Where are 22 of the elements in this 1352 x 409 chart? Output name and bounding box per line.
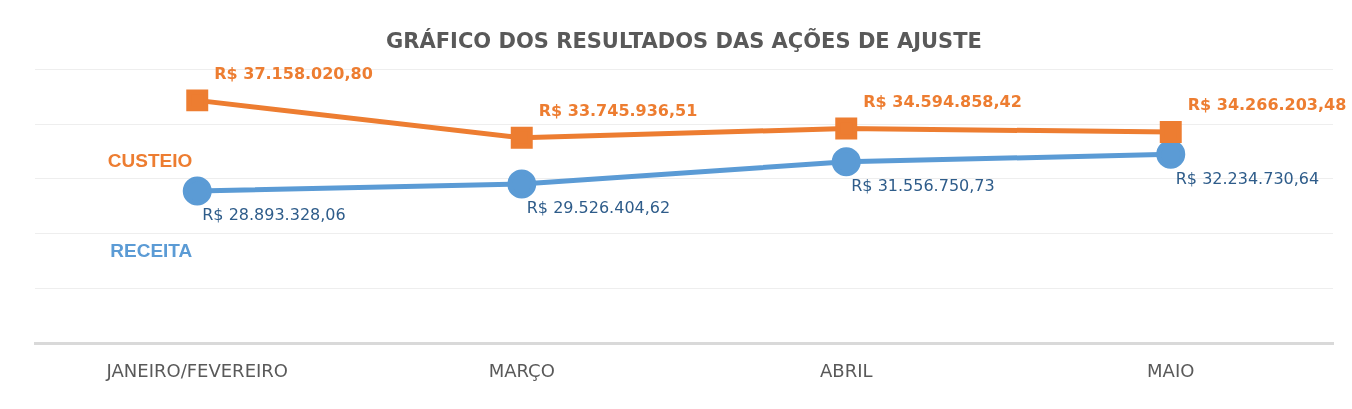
data-label: R$ 29.526.404,62 bbox=[526, 198, 671, 218]
point bbox=[507, 169, 537, 199]
point bbox=[1159, 121, 1182, 144]
text: CUSTEIO bbox=[107, 149, 193, 171]
data-label: R$ 34.594.858,42 bbox=[863, 91, 1022, 111]
data-label: R$ 33.745.936,51 bbox=[538, 100, 698, 120]
data-label: R$ 31.556.750,73 bbox=[851, 175, 995, 195]
x-tick-label: MAIO bbox=[1147, 359, 1195, 381]
point bbox=[182, 176, 212, 206]
data-label: R$ 28.893.328,06 bbox=[202, 205, 346, 225]
point bbox=[186, 89, 209, 112]
series-label: RECEITA bbox=[110, 240, 193, 262]
point bbox=[831, 147, 861, 177]
data-label: R$ 34.266.203,48 bbox=[1187, 95, 1347, 115]
chart-title: GRÁFICO DOS RESULTADOS DAS AÇÕES DE AJUSTE bbox=[386, 28, 982, 54]
point bbox=[510, 126, 533, 149]
x-tick-label: ABRIL bbox=[819, 359, 873, 381]
x-tick-label: JANEIRO/FEVEREIRO bbox=[105, 359, 288, 381]
x-tick-label: MARÇO bbox=[488, 359, 555, 381]
data-label: R$ 32.234.730,64 bbox=[1175, 168, 1320, 188]
data-label: R$ 37.158.020,80 bbox=[214, 63, 373, 83]
point bbox=[835, 117, 858, 140]
